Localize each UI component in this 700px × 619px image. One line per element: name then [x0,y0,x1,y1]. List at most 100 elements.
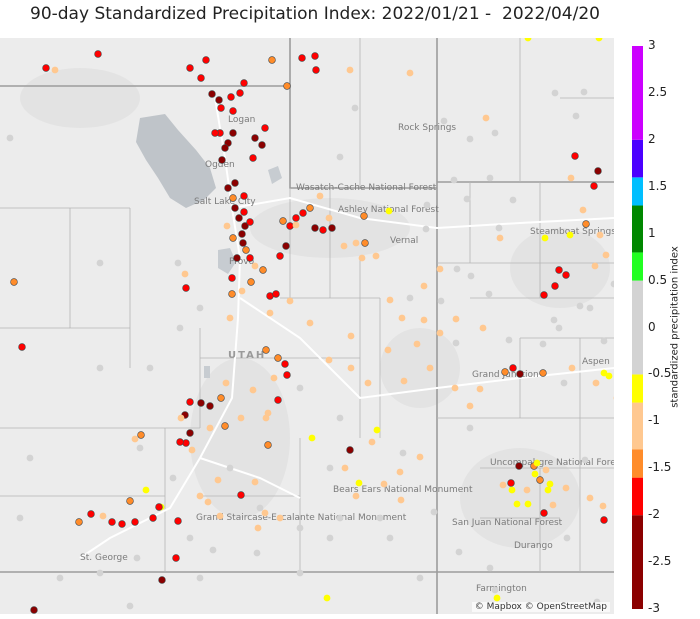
station-marker[interactable] [283,371,291,379]
station-marker[interactable] [325,356,333,364]
station-marker[interactable] [176,324,184,332]
station-marker[interactable] [373,426,381,434]
station-marker[interactable] [325,214,333,222]
station-marker[interactable] [202,56,210,64]
station-marker[interactable] [571,152,579,160]
station-marker[interactable] [430,508,438,516]
station-marker[interactable] [352,492,360,500]
station-marker[interactable] [276,252,284,260]
station-marker[interactable] [298,54,306,62]
station-marker[interactable] [495,224,503,232]
station-marker[interactable] [599,502,607,510]
station-marker[interactable] [541,234,549,242]
station-marker[interactable] [240,208,248,216]
station-marker[interactable] [94,50,102,58]
station-marker[interactable] [99,512,107,520]
station-marker[interactable] [149,514,157,522]
station-marker[interactable] [6,134,14,142]
station-marker[interactable] [282,242,290,250]
station-marker[interactable] [96,569,104,577]
station-marker[interactable] [296,524,304,532]
station-marker[interactable] [239,239,247,247]
station-marker[interactable] [509,364,517,372]
station-marker[interactable] [386,534,394,542]
station-marker[interactable] [186,64,194,72]
station-marker[interactable] [336,153,344,161]
station-marker[interactable] [306,204,314,212]
station-marker[interactable] [18,343,26,351]
station-marker[interactable] [396,468,404,476]
station-marker[interactable] [580,88,588,96]
station-marker[interactable] [118,520,126,528]
station-marker[interactable] [352,239,360,247]
station-marker[interactable] [602,251,610,259]
station-marker[interactable] [467,272,475,280]
map-attribution[interactable]: © Mapbox © OpenStreetMap [471,602,610,612]
station-marker[interactable] [336,414,344,422]
station-marker[interactable] [75,518,83,526]
station-marker[interactable] [217,104,225,112]
station-marker[interactable] [420,282,428,290]
station-marker[interactable] [555,266,563,274]
station-marker[interactable] [217,394,225,402]
station-marker[interactable] [351,104,359,112]
station-marker[interactable] [531,470,539,478]
station-marker[interactable] [176,438,184,446]
station-marker[interactable] [476,385,484,393]
station-marker[interactable] [214,476,222,484]
station-marker[interactable] [437,297,445,305]
station-marker[interactable] [436,265,444,273]
station-marker[interactable] [380,480,388,488]
station-marker[interactable] [493,594,501,602]
station-marker[interactable] [268,56,276,64]
station-marker[interactable] [296,569,304,577]
station-marker[interactable] [562,271,570,279]
station-marker[interactable] [496,234,504,242]
station-marker[interactable] [274,354,282,362]
station-marker[interactable] [226,464,234,472]
station-marker[interactable] [296,384,304,392]
station-marker[interactable] [413,340,421,348]
station-marker[interactable] [196,492,204,500]
station-marker[interactable] [238,287,246,295]
station-marker[interactable] [416,574,424,582]
station-marker[interactable] [196,574,204,582]
station-marker[interactable] [227,93,235,101]
station-marker[interactable] [155,503,163,511]
station-marker[interactable] [204,498,212,506]
station-marker[interactable] [87,510,95,518]
station-marker[interactable] [312,66,320,74]
station-marker[interactable] [42,64,50,72]
station-marker[interactable] [491,129,499,137]
station-marker[interactable] [246,254,254,262]
station-marker[interactable] [562,484,570,492]
station-marker[interactable] [229,107,237,115]
station-marker[interactable] [236,89,244,97]
station-marker[interactable] [292,221,300,229]
station-marker[interactable] [228,274,236,282]
station-marker[interactable] [174,517,182,525]
station-marker[interactable] [592,379,600,387]
station-marker[interactable] [181,270,189,278]
station-marker[interactable] [455,548,463,556]
station-marker[interactable] [242,246,250,254]
station-marker[interactable] [406,69,414,77]
station-marker[interactable] [466,402,474,410]
station-marker[interactable] [466,424,474,432]
station-marker[interactable] [126,602,134,610]
station-marker[interactable] [16,514,24,522]
station-marker[interactable] [533,459,541,467]
station-marker[interactable] [507,479,515,487]
station-marker[interactable] [542,466,550,474]
station-marker[interactable] [281,360,289,368]
station-marker[interactable] [516,370,524,378]
station-marker[interactable] [274,396,282,404]
station-marker[interactable] [416,453,424,461]
station-marker[interactable] [581,456,589,464]
station-marker[interactable] [453,265,461,273]
station-marker[interactable] [272,290,280,298]
station-marker[interactable] [596,231,604,239]
station-marker[interactable] [524,500,532,508]
station-marker[interactable] [224,184,232,192]
station-marker[interactable] [426,364,434,372]
